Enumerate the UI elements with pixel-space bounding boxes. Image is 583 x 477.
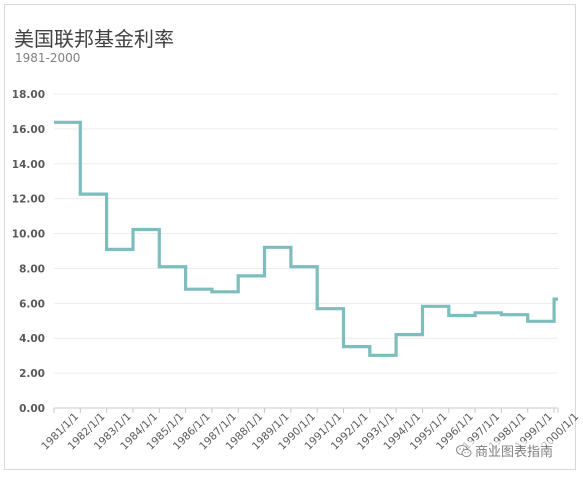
y-tick-label: 8.00 <box>19 263 45 275</box>
y-tick-label: 14.00 <box>12 159 45 171</box>
watermark-text: 商业图表指南 <box>475 445 554 460</box>
y-tick-label: 6.00 <box>19 298 45 310</box>
y-tick-label: 10.00 <box>12 229 45 241</box>
chart-subtitle: 1981-2000 <box>15 51 81 65</box>
y-tick-label: 16.00 <box>12 124 45 136</box>
wechat-icon <box>456 445 472 458</box>
y-tick-label: 4.00 <box>19 333 45 345</box>
chart-frame <box>4 4 576 470</box>
chart-title: 美国联邦基金利率 <box>14 27 174 51</box>
y-tick-label: 0.00 <box>19 403 45 415</box>
y-tick-label: 18.00 <box>12 89 45 101</box>
y-tick-label: 2.00 <box>19 368 45 380</box>
y-tick-label: 12.00 <box>12 194 45 206</box>
watermark: 商业图表指南 <box>454 441 556 460</box>
series-line <box>54 120 558 357</box>
